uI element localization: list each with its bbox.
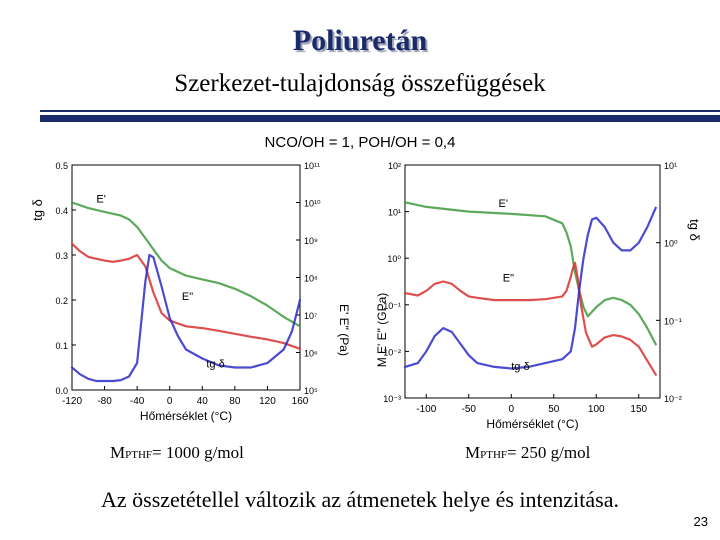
chart1-y-left-tick-label: 0.5 bbox=[55, 161, 68, 171]
chart1-y-right-tick-label: 10⁹ bbox=[304, 236, 318, 246]
chart2-curve-annotation: E' bbox=[499, 198, 508, 210]
chart2-y-right-tick-label: 10⁻² bbox=[664, 394, 682, 404]
chart2-x-tick-label: 0 bbox=[508, 404, 514, 415]
chart2-x-axis-label: Hőmérséklet (°C) bbox=[486, 417, 578, 431]
chart1-y-right-tick-label: 10¹¹ bbox=[304, 161, 320, 171]
right-molar-mass-caption: MPTHF= 250 g/mol bbox=[465, 443, 591, 462]
chart1-curve-annotation: E' bbox=[96, 194, 105, 206]
chart2-y-right-tick-label: 10¹ bbox=[664, 161, 677, 171]
chart2-y-left-axis-label: M E' E" (GPa) bbox=[375, 293, 389, 368]
chart2-y-right-tick-label: 10⁻¹ bbox=[664, 316, 682, 326]
chart2-x-tick-label: 100 bbox=[588, 404, 605, 415]
chart2-x-tick-label: 150 bbox=[630, 404, 647, 415]
chart1-y-left-tick-label: 0.0 bbox=[55, 386, 68, 396]
chart2-y-left-tick-label: 10⁻¹ bbox=[383, 301, 401, 311]
chart2-y-left-tick-label: 10⁰ bbox=[387, 254, 401, 264]
chart1-curve-annotation: E" bbox=[182, 291, 193, 303]
conclusion-text: Az összetétellel változik az átmenetek h… bbox=[101, 487, 619, 512]
chart1-y-right-axis-label: E' E" (Pa) bbox=[337, 304, 351, 356]
chart1-y-right-tick-label: 10⁷ bbox=[304, 311, 317, 321]
chart1-tan-delta-line bbox=[70, 253, 302, 383]
slide-title: Poliuretán bbox=[292, 24, 428, 57]
chart2-curve-annotation: tg δ bbox=[511, 361, 529, 373]
chart1-y-left-tick-label: 0.3 bbox=[55, 251, 68, 261]
chart1-y-left-tick-label: 0.1 bbox=[55, 341, 68, 351]
chart1-curve-annotation: tg δ bbox=[206, 359, 224, 371]
chart2-frame bbox=[404, 164, 661, 399]
chart2-storage-modulus-line bbox=[403, 201, 657, 346]
chart1-y-left-tick-label: 0.2 bbox=[55, 296, 68, 306]
left-molar-mass-caption: MPTHF= 1000 g/mol bbox=[110, 443, 244, 462]
chart1-y-left-tick-label: 0.4 bbox=[55, 206, 68, 216]
chart2-y-left-tick-label: 10² bbox=[388, 161, 401, 171]
chart2-y-right-tick-label: 10⁰ bbox=[664, 239, 678, 249]
title-rule-thin bbox=[40, 110, 720, 112]
title-rule-thick bbox=[40, 115, 720, 122]
composition-params: NCO/OH = 1, POH/OH = 0,4 bbox=[264, 134, 456, 151]
chart2-curve-annotation: E" bbox=[503, 273, 514, 285]
chart1-frame bbox=[71, 164, 301, 391]
chart2-y-left-tick-label: 10⁻³ bbox=[383, 394, 401, 404]
page-number: 23 bbox=[693, 514, 708, 529]
chart1-y-right-tick-label: 10⁶ bbox=[304, 349, 318, 359]
chart1-x-tick-label: 40 bbox=[197, 396, 209, 407]
chart1-x-tick-label: 0 bbox=[167, 396, 173, 407]
chart1-y-right-tick-label: 10¹⁰ bbox=[304, 199, 321, 209]
chart1-loss-modulus-line bbox=[70, 242, 302, 350]
chart1-x-tick-label: -40 bbox=[130, 396, 145, 407]
chart1-y-left-axis-label: tg δ bbox=[30, 199, 45, 221]
chart2-x-tick-label: -100 bbox=[416, 404, 436, 415]
chart2-x-tick-label: -50 bbox=[462, 404, 477, 415]
chart2-x-tick-label: 50 bbox=[548, 404, 560, 415]
slide-subtitle: Szerkezet-tulajdonság összefüggések bbox=[174, 70, 546, 97]
chart1-x-tick-label: 120 bbox=[259, 396, 276, 407]
chart2-y-left-tick-label: 10⁻² bbox=[383, 347, 401, 357]
chart1-x-tick-label: -120 bbox=[62, 396, 82, 407]
chart1-x-axis-label: Hőmérséklet (°C) bbox=[140, 409, 232, 423]
chart1-y-right-tick-label: 10⁵ bbox=[304, 386, 318, 396]
chart2-y-right-axis-label: tg δ bbox=[687, 219, 702, 241]
chart1-y-right-tick-label: 10⁸ bbox=[304, 274, 318, 284]
chart2-y-left-tick-label: 10¹ bbox=[388, 208, 401, 218]
chart1-storage-modulus-line bbox=[70, 201, 302, 328]
chart2-loss-modulus-line bbox=[403, 261, 657, 376]
chart2-tan-delta-line bbox=[403, 206, 657, 370]
chart1-x-tick-label: 80 bbox=[229, 396, 241, 407]
chart1-x-tick-label: -80 bbox=[97, 396, 112, 407]
chart1-x-tick-label: 160 bbox=[292, 396, 309, 407]
